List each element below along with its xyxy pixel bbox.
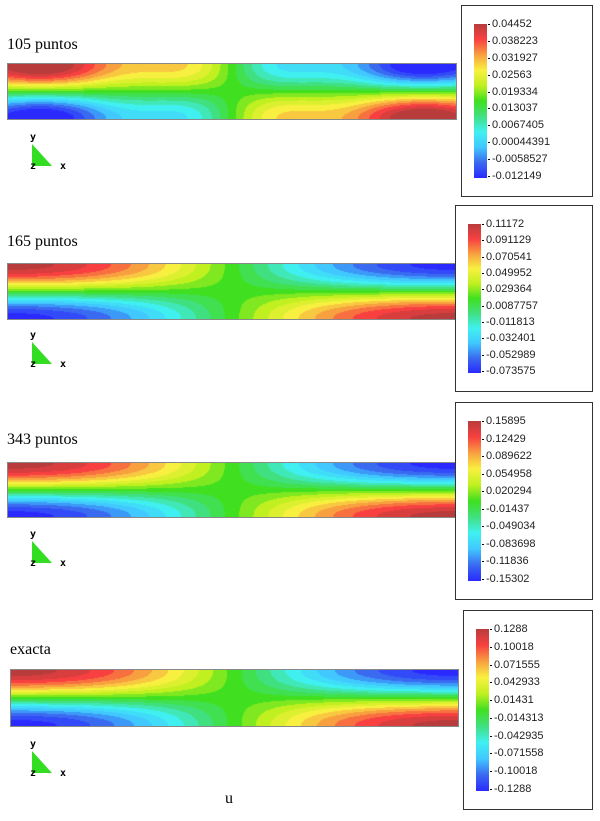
axis-y-label: y [30,330,36,341]
axis-x-label: x [60,161,66,172]
axis-z-label: z [30,359,36,370]
colorbar [474,24,487,178]
axis-z-label: z [30,558,36,569]
colorbar-tick-label: -0.011813 [482,316,535,328]
colorbar-tick-label: -0.042935 [490,729,544,742]
contour-plot [7,263,457,320]
panel-title: 105 puntos [7,36,78,53]
colorbar-tick-label: 0.089622 [482,450,532,463]
contour-plot [10,669,459,727]
colorbar-tick-label: 0.070541 [482,250,532,263]
colorbar-legend: 0.11172 0.091129 0.070541 0.049952 0.029364 0… [455,205,593,392]
colorbar-tick-label: -0.15302 [481,573,530,585]
colorbar-tick-label: 0.02563 [488,68,532,81]
colorbar-tick-label: 0.013037 [488,102,538,115]
colorbar-tick-label: -0.049034 [482,520,536,533]
panel-title: 343 puntos [7,431,78,448]
colorbar-tick-label: -0.01437 [481,502,530,515]
colorbar-tick-label: -0.052989 [482,348,536,361]
colorbar-tick-label: 0.038223 [488,34,538,47]
axis-y-label: y [30,529,36,540]
colorbar-tick-label: 0.1288 [490,623,528,635]
colorbar-tick-label: -0.014313 [490,711,544,724]
colorbar-tick-label: 0.04452 [488,18,532,30]
colorbar-tick-label: 0.071555 [490,658,540,671]
colorbar [468,224,481,373]
colorbar-tick-label: 0.15895 [482,415,526,427]
contour-plot [7,462,457,518]
axis-triad-icon: y z x [30,132,66,172]
triad-shape [32,751,52,773]
axis-z-label: z [30,161,36,172]
colorbar-tick-label: 0.00044391 [487,136,551,149]
figure-variable-label: u [225,790,233,807]
colorbar-tick-label: -0.032401 [482,332,536,345]
panel-title: 165 puntos [7,233,78,250]
colorbar-tick-label: 0.054958 [482,467,532,480]
axis-x-label: x [60,359,66,370]
colorbar-tick-label: -0.083698 [482,537,536,550]
axis-z-label: z [30,768,36,779]
colorbar-tick-label: 0.049952 [482,267,532,279]
axis-triad-icon: y z x [30,529,66,569]
colorbar-tick-label: 0.091129 [481,234,532,247]
colorbar-legend: 0.1288 0.10018 0.071555 0.042933 0.01431 -0.0… [463,610,593,810]
colorbar-tick-label: 0.020294 [482,485,532,498]
axis-x-label: x [60,558,66,569]
colorbar-tick-label: 0.12429 [482,432,526,445]
colorbar-tick-label: -0.10018 [489,765,538,778]
colorbar-tick-label: 0.029364 [482,283,532,296]
colorbar [476,629,489,791]
colorbar-tick-label: 0.0067405 [488,119,544,132]
colorbar-tick-label: -0.073575 [482,365,536,377]
panel-title: exacta [10,641,51,658]
triad-shape [32,144,52,166]
colorbar-tick-label: -0.071558 [490,747,544,760]
colorbar-tick-label: 0.0087757 [482,299,538,312]
contour-plot [7,63,457,120]
colorbar-tick-label: 0.10018 [490,640,534,653]
colorbar-tick-label: -0.0058527 [488,153,548,166]
axis-triad-icon: y z x [30,739,66,779]
colorbar-tick-label: -0.012149 [488,170,542,182]
colorbar-legend: 0.15895 0.12429 0.089622 0.054958 0.020294 -0… [455,402,593,600]
axis-x-label: x [60,768,66,779]
colorbar [468,421,481,581]
axis-y-label: y [30,739,36,750]
triad-shape [32,342,52,364]
colorbar-tick-label: 0.042933 [490,676,540,689]
colorbar-legend: 0.04452 0.038223 0.031927 0.02563 0.019334 0.… [461,5,593,197]
triad-shape [32,541,52,563]
axis-y-label: y [30,132,36,143]
colorbar-tick-label: 0.01431 [490,694,534,707]
axis-triad-icon: y z x [30,330,66,370]
colorbar-tick-label: -0.11836 [482,555,529,568]
colorbar-tick-label: 0.031927 [488,51,538,64]
colorbar-tick-label: 0.11172 [481,218,525,230]
colorbar-tick-label: 0.019334 [488,85,538,98]
colorbar-tick-label: -0.1288 [489,783,532,795]
